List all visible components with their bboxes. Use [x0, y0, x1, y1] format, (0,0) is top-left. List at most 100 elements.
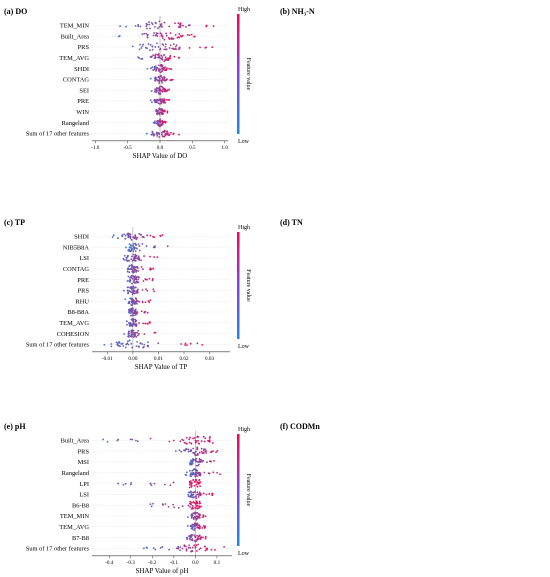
shap-point: [134, 244, 137, 246]
shap-point: [139, 43, 142, 46]
shap-point: [124, 482, 127, 485]
shap-point: [190, 472, 192, 475]
shap-point: [196, 469, 199, 472]
shap-point: [151, 45, 154, 48]
shap-point: [178, 57, 181, 59]
shap-point: [172, 503, 175, 506]
shap-point: [202, 525, 205, 527]
shap-point: [198, 500, 201, 503]
shap-point: [152, 267, 155, 270]
shap-point: [174, 450, 177, 452]
shap-point: [198, 524, 201, 527]
shap-point: [134, 275, 137, 278]
shap-point: [204, 545, 206, 548]
shap-point: [211, 494, 214, 497]
shap-point: [158, 89, 160, 92]
shap-point: [202, 536, 204, 539]
shap-point: [141, 57, 144, 60]
shap-point: [198, 460, 201, 463]
shap-point: [195, 479, 198, 481]
shap-point: [187, 546, 190, 549]
shap-point: [194, 546, 197, 549]
shap-point: [196, 448, 199, 451]
shap-point: [179, 549, 182, 552]
shap-point: [155, 91, 158, 94]
shap-point: [130, 314, 132, 317]
shap-point: [168, 25, 171, 28]
shap-point: [159, 71, 162, 74]
shap-point: [155, 110, 158, 113]
shap-point: [144, 278, 147, 281]
shap-point: [157, 91, 160, 94]
shap-point: [133, 268, 136, 271]
shap-point: [145, 245, 148, 247]
shap-point: [154, 67, 157, 69]
shap-point: [118, 341, 121, 344]
shap-point: [134, 290, 136, 292]
shap-point: [203, 448, 205, 451]
shap-point: [149, 321, 151, 324]
shap-point: [132, 250, 135, 253]
shap-point: [133, 276, 136, 279]
shap-point: [205, 24, 208, 27]
feature-label: Sum of 17 other features: [26, 342, 90, 349]
feature-label: TEM_MIN: [60, 513, 89, 520]
feature-label: PRS: [78, 448, 90, 455]
shap-point: [172, 439, 175, 442]
shap-point: [143, 311, 146, 313]
shap-point: [118, 34, 121, 37]
shap-point: [159, 68, 162, 71]
panel-codmn: (f) CODMnPRSLSICONTAGMSIPRESHDIBuilt_Are…: [280, 422, 320, 431]
shap-point: [190, 33, 193, 36]
shap-point: [208, 493, 211, 495]
shap-point: [137, 23, 140, 26]
shap-point: [132, 290, 135, 293]
feature-label: PRS: [78, 44, 90, 51]
shap-point: [209, 460, 212, 462]
shap-point: [193, 35, 196, 38]
shap-point: [131, 300, 133, 302]
shap-point: [163, 98, 165, 100]
shap-point: [201, 452, 204, 455]
shap-point: [188, 469, 191, 472]
shap-point: [117, 482, 120, 485]
shap-point: [133, 279, 135, 282]
shap-point: [124, 246, 127, 249]
feature-label: PRS: [78, 288, 90, 295]
shap-point: [163, 99, 166, 102]
shap-point: [153, 246, 155, 249]
shap-point: [190, 516, 193, 519]
shap-point: [159, 546, 162, 549]
shap-point: [130, 342, 133, 345]
shap-point: [132, 277, 134, 280]
shap-point: [200, 447, 203, 450]
shap-point: [154, 65, 157, 68]
shap-point: [138, 249, 141, 252]
shap-point: [134, 312, 136, 315]
shap-point: [162, 112, 165, 115]
colorbar-title: Feature value: [245, 269, 251, 302]
shap-point: [158, 82, 161, 84]
shap-point: [129, 297, 132, 300]
shap-point: [193, 544, 196, 547]
shap-point: [149, 77, 152, 80]
shap-point: [159, 24, 162, 27]
shap-point: [161, 58, 164, 61]
shap-point: [151, 278, 154, 280]
shap-point: [202, 514, 205, 517]
shap-point: [208, 472, 211, 475]
shap-point: [189, 475, 192, 477]
shap-point: [197, 496, 200, 498]
shap-point: [126, 259, 129, 262]
shap-point: [141, 289, 144, 291]
shap-point: [194, 536, 197, 539]
feature-label: Built_Area: [61, 438, 90, 445]
shap-point: [198, 458, 201, 461]
shap-point: [166, 130, 169, 133]
shap-point: [143, 255, 146, 257]
shap-point: [180, 450, 183, 453]
x-tick-label: -1.0: [91, 145, 100, 151]
feature-label: TEM_AVG: [59, 320, 89, 327]
shap-point: [160, 101, 163, 103]
shap-point: [198, 451, 201, 454]
